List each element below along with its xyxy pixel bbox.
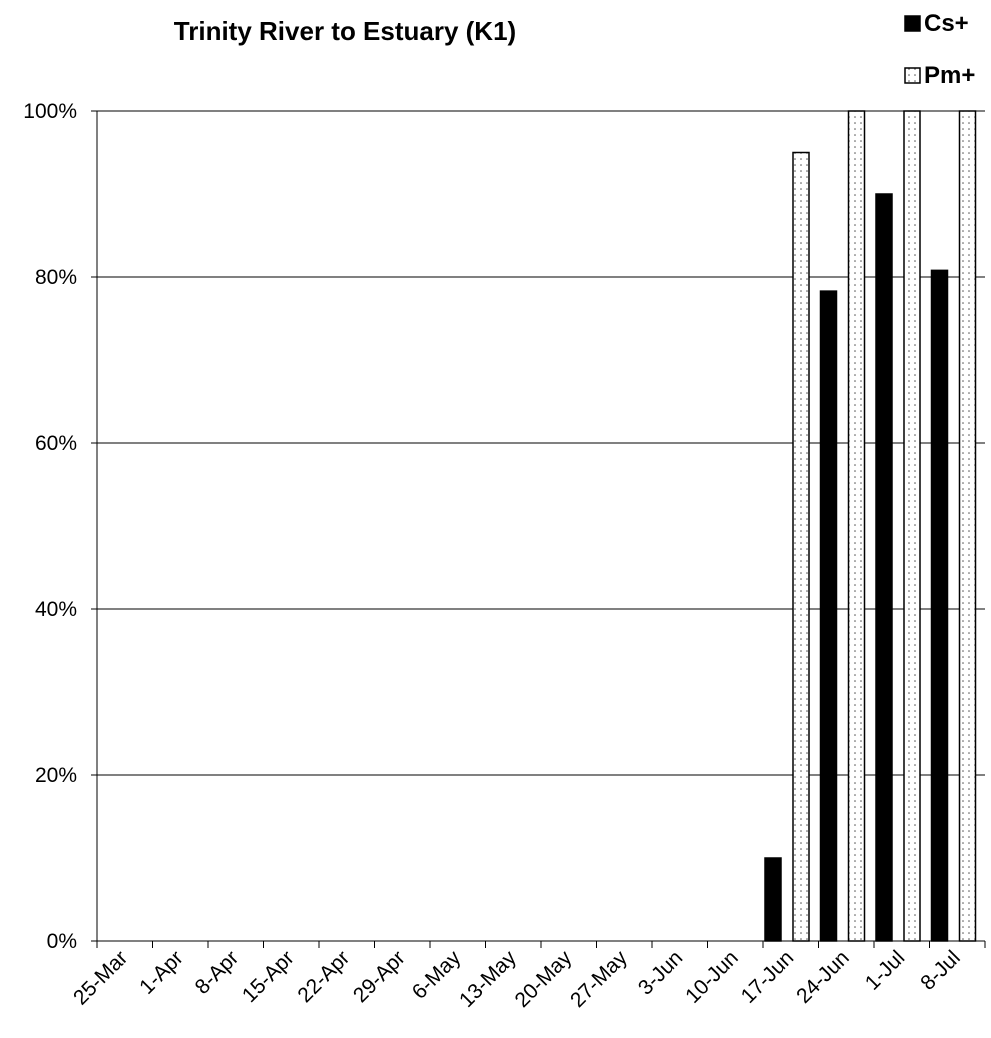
y-tick-label: 80%	[35, 266, 77, 289]
legend-swatch	[904, 15, 921, 32]
bar-cs	[764, 857, 782, 942]
y-tick-label: 20%	[35, 764, 77, 787]
legend-label: Pm+	[924, 62, 975, 89]
bar-cs	[819, 290, 838, 942]
legend-label: Cs+	[924, 10, 969, 37]
x-tick-label: 24-Jun	[792, 946, 854, 1008]
chart-title: Trinity River to Estuary (K1)	[174, 16, 516, 46]
bar-pm	[792, 151, 810, 942]
x-tick-label: 20-May	[511, 946, 577, 1012]
bar-pm	[903, 110, 921, 942]
y-tick-label: 100%	[23, 100, 77, 123]
axes: 0% 20% 40% 60% 80% 100% 25-Mar 1-Apr 8-Apr15-Apr…	[23, 100, 986, 1012]
x-tick-label: 3-Jun	[634, 946, 687, 999]
x-tick-label: 29-Apr	[349, 946, 410, 1007]
x-tick-label: 1-Jul	[861, 946, 909, 994]
x-tick-label: 10-Jun	[681, 946, 743, 1008]
bar-cs	[875, 193, 893, 942]
x-tick-label: 8-Jul	[916, 946, 964, 994]
x-tick-label: 1-Apr	[135, 946, 188, 999]
x-tick-label: 27-May	[566, 946, 632, 1012]
legend: Cs+ Pm+	[904, 10, 975, 89]
x-tick-label: 22-Apr	[293, 946, 354, 1007]
x-tick-label: 17-Jun	[737, 946, 799, 1008]
y-tick-label: 40%	[35, 598, 77, 621]
bar-cs	[930, 269, 949, 942]
x-tick-label: 15-Apr	[238, 946, 299, 1007]
x-tick-label: 13-May	[455, 946, 521, 1012]
y-tick-label: 0%	[47, 930, 77, 953]
x-tick-label: 8-Apr	[191, 946, 244, 999]
bars	[764, 110, 977, 942]
legend-swatch	[904, 67, 921, 84]
bar-pm	[847, 110, 866, 942]
y-tick-label: 60%	[35, 432, 77, 455]
bar-pm	[958, 110, 977, 942]
x-tick-label: 25-Mar	[69, 946, 132, 1009]
